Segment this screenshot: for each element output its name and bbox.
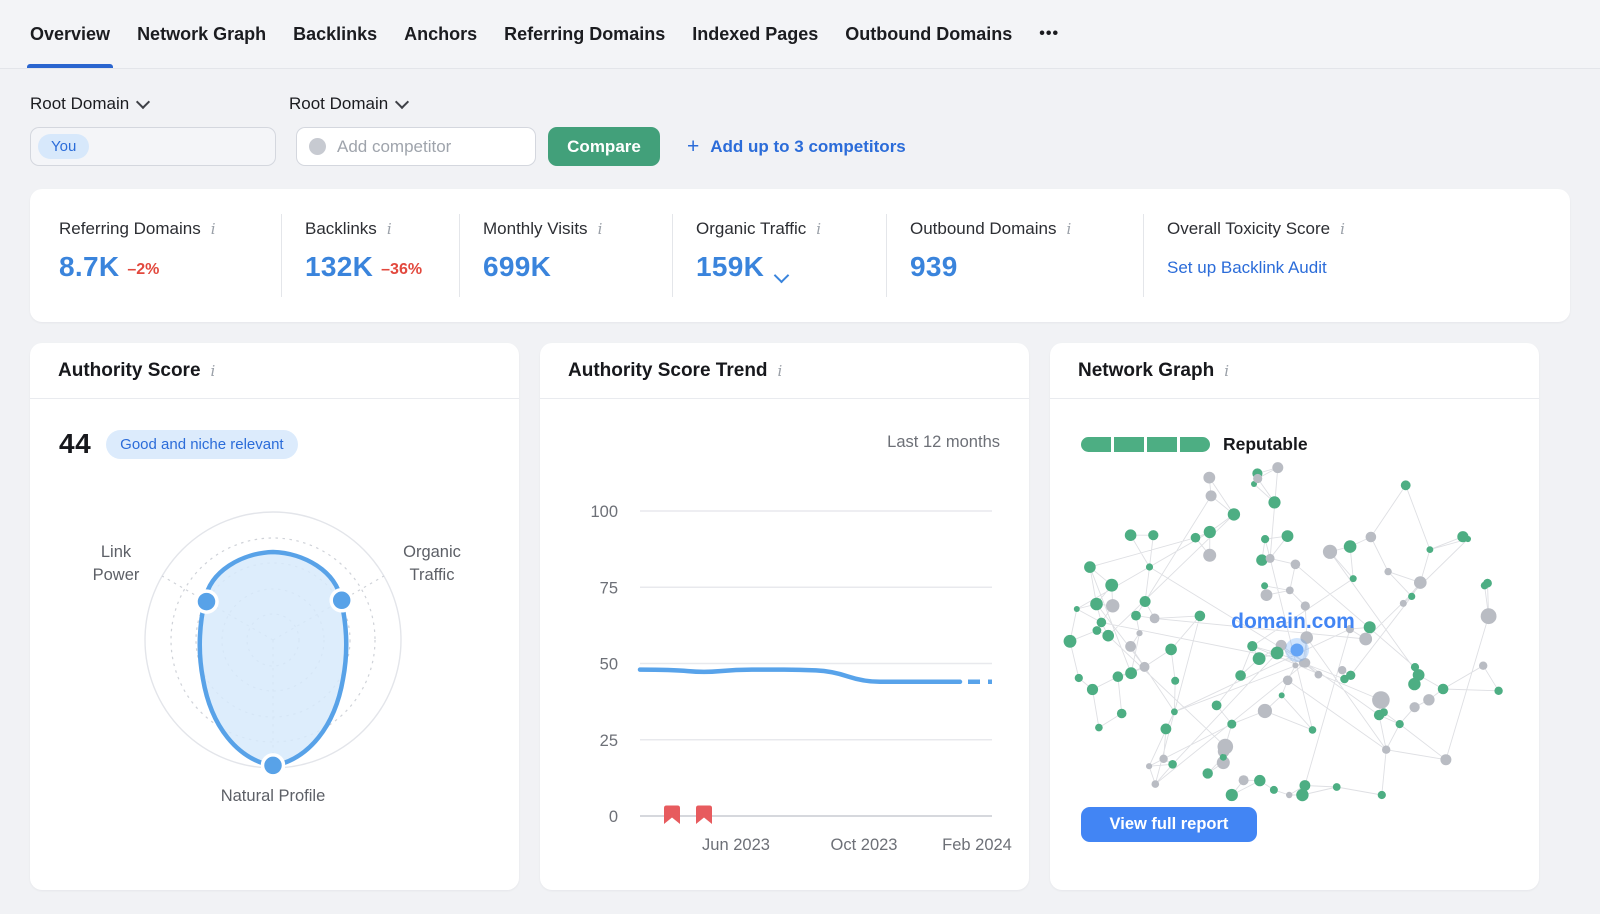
info-icon[interactable]: i [386,220,392,238]
svg-text:Feb 2024: Feb 2024 [942,836,1012,854]
authority-score-trend-card: Authority Score Trend i Last 12 months 1… [540,343,1029,890]
authority-score-trend-chart: 100 75 50 25 0 Jun 2023 Oct 2023 Feb 2024 [590,503,1012,854]
svg-text:75: 75 [600,579,618,597]
add-competitors-label: Add up to 3 competitors [710,136,906,156]
metric-value: 8.7K [59,251,120,282]
svg-text:25: 25 [600,732,618,750]
tab-label: Network Graph [137,23,267,44]
metric-value: 939 [910,251,958,282]
trend-period-label: Last 12 months [887,433,1000,451]
svg-text:50: 50 [600,656,618,674]
info-icon[interactable]: i [1066,220,1072,238]
tab-label: Overview [30,23,111,44]
tab-backlinks[interactable]: Backlinks [293,0,377,68]
you-scope-label: Root Domain [30,94,130,113]
tab-label: Anchors [404,23,478,44]
metric-value: 132K [305,251,374,282]
add-competitor-input[interactable] [335,135,523,158]
tab-label: Backlinks [293,23,378,44]
network-graph-visualization: domain.com [1063,462,1503,802]
tab-indexed-pages[interactable]: Indexed Pages [692,0,818,68]
tab-anchors[interactable]: Anchors [404,0,477,68]
compare-button[interactable]: Compare [548,127,660,166]
metric-label: Referring Domains [59,219,201,238]
network-graph-card: Network Graph i domain.com Reputable Vie… [1050,343,1539,890]
metric-monthly-visits: Monthly Visits i 699K [459,189,672,322]
you-tag: You [38,134,90,159]
metric-value[interactable]: 159K [696,251,765,282]
top-navigation: Overview Network Graph Backlinks Anchors Ref… [0,0,1600,69]
reputation-label: Reputable [1223,434,1308,454]
competitor-input-wrap[interactable] [296,127,536,166]
network-graph-title: Network Graph [1078,359,1215,381]
favicon-placeholder-icon [309,138,326,155]
metric-backlinks: Backlinks i 132K –36% [281,189,459,322]
svg-text:domain.com: domain.com [1231,610,1355,633]
tab-overview[interactable]: Overview [26,0,114,68]
info-icon[interactable]: i [777,361,783,380]
info-icon[interactable]: i [597,220,603,238]
plus-icon: + [687,135,700,158]
metric-label: Outbound Domains [910,219,1057,238]
svg-text:Link: Link [101,543,132,561]
tab-label: Indexed Pages [692,23,819,44]
authority-score-card: Authority Score i 44 Good and niche rele… [30,343,519,890]
metric-value: 699K [483,251,552,282]
tab-label: Outbound Domains [845,23,1013,44]
svg-text:Natural Profile: Natural Profile [221,787,326,805]
info-icon[interactable]: i [210,220,216,238]
authority-score-title: Authority Score [58,359,201,381]
info-icon[interactable]: i [210,361,216,380]
metric-outbound-domains: Outbound Domains i 939 [886,189,1143,322]
metric-label: Overall Toxicity Score [1167,219,1331,238]
svg-text:Oct 2023: Oct 2023 [831,836,898,854]
metric-label: Organic Traffic [696,219,807,238]
metrics-summary-bar: Referring Domains i 8.7K –2% Backlinks i … [30,189,1570,322]
info-icon[interactable]: i [1340,220,1345,238]
chevron-down-icon[interactable] [773,267,790,284]
add-competitors-link[interactable]: + Add up to 3 competitors [687,136,906,157]
more-tabs-button[interactable]: ••• [1039,0,1059,68]
more-icon: ••• [1039,25,1060,42]
metric-label: Backlinks [305,219,377,238]
info-icon[interactable]: i [1224,361,1230,380]
tab-outbound-domains[interactable]: Outbound Domains [845,0,1012,68]
authority-score-value: 44 [59,428,92,459]
metric-overall-toxicity-score: Overall Toxicity Score i Set up Backlink … [1143,189,1570,322]
tab-referring-domains[interactable]: Referring Domains [504,0,665,68]
metric-change: –2% [127,261,160,278]
tab-label: Referring Domains [504,23,666,44]
svg-text:Power: Power [93,566,140,584]
svg-text:Jun 2023: Jun 2023 [702,836,770,854]
authority-score-badge: Good and niche relevant [106,429,298,459]
setup-backlink-audit-link[interactable]: Set up Backlink Audit [1167,258,1327,277]
metric-organic-traffic: Organic Traffic i 159K [672,189,886,322]
you-domain-input[interactable]: You [30,127,276,166]
svg-text:0: 0 [609,808,618,826]
competitor-scope-label: Root Domain [289,94,389,113]
nav-tabs: Overview Network Graph Backlinks Anchors Ref… [26,0,1012,68]
filter-section: Root Domain Root Domain You Compare + Ad… [0,94,1600,166]
reputation-meter [1081,437,1210,452]
svg-text:100: 100 [590,503,618,521]
svg-text:Organic: Organic [403,543,461,561]
view-full-report-button[interactable]: View full report [1081,807,1257,842]
chevron-down-icon [395,94,410,110]
competitor-scope-dropdown[interactable]: Root Domain [289,94,548,114]
authority-score-radar-chart: Link Power Organic Traffic Natural Profile [93,511,461,805]
metric-change: –36% [381,261,423,278]
cards-row: Authority Score i 44 Good and niche rele… [30,343,1570,890]
metric-label: Monthly Visits [483,219,588,238]
you-scope-dropdown[interactable]: Root Domain [30,94,289,114]
metric-referring-domains: Referring Domains i 8.7K –2% [30,189,281,322]
svg-text:Traffic: Traffic [410,566,455,584]
trend-title: Authority Score Trend [568,359,768,381]
chevron-down-icon [136,94,151,110]
info-icon[interactable]: i [816,220,822,238]
tab-network-graph[interactable]: Network Graph [137,0,266,68]
